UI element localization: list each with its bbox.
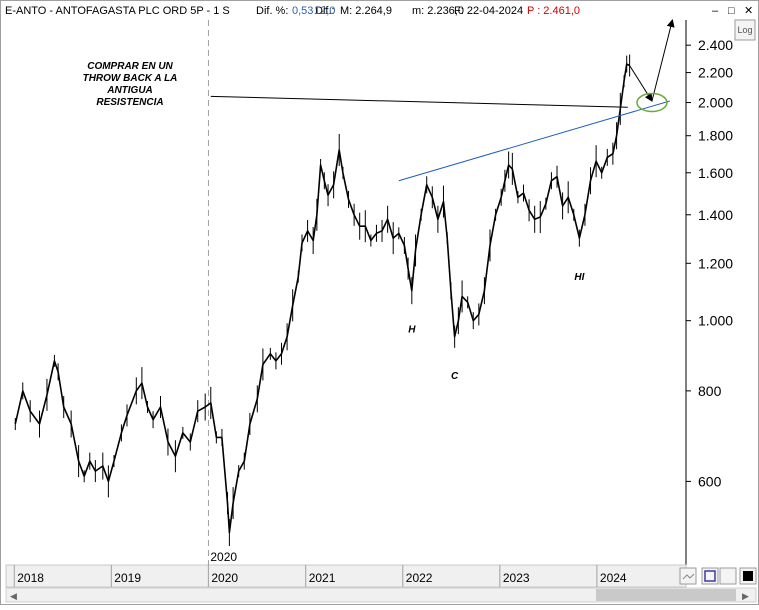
- y-tick-label: 1.400: [698, 207, 733, 223]
- trendline-line: [398, 100, 670, 182]
- header-dif-pct-value: 0,53: [292, 5, 313, 17]
- window-controls: – □ ✕: [712, 5, 753, 17]
- pattern-labels: H C HI: [408, 272, 584, 382]
- settings-icon[interactable]: [719, 567, 737, 585]
- scrollbar-thumb[interactable]: [596, 589, 736, 601]
- x-tick-label: 2024: [600, 571, 627, 585]
- y-axis: 600 800 1.000 1.200 1.400 1.600 1.800 2.000 2.20…: [686, 37, 733, 489]
- pattern-label-h: H: [408, 325, 416, 336]
- y-tick-label: 600: [698, 473, 722, 489]
- forecast-arrow: [651, 19, 675, 102]
- x-tick-label: 2023: [503, 571, 530, 585]
- header-dif-label: Dif.:: [315, 5, 335, 17]
- y-tick-label: 2.400: [698, 37, 733, 53]
- close-button[interactable]: ✕: [744, 5, 753, 17]
- target-ellipse: [636, 92, 668, 113]
- y-tick-label: 1.000: [698, 313, 733, 329]
- header-dif-pct-label: Dif. %:: [256, 5, 288, 17]
- resistance-line: [210, 95, 628, 108]
- save-icon[interactable]: [701, 567, 719, 585]
- annotation-throwback: COMPRAR EN UN THROW BACK A LA ANTIGUA RE…: [83, 61, 178, 108]
- scroll-right-icon[interactable]: ▶: [742, 591, 749, 601]
- forecast-arrow: [629, 65, 653, 102]
- x-axis: 2018 2019 2020 2021 2022 2023 2024: [13, 565, 627, 587]
- x-tick-label: 2021: [309, 571, 336, 585]
- header-date: F: 22-04-2024: [454, 5, 523, 17]
- y-tick-label: 2.200: [698, 65, 733, 81]
- header-dif-value: 12,0: [314, 5, 335, 17]
- maximize-button[interactable]: □: [728, 5, 735, 17]
- y-tick-label: 2.000: [698, 95, 733, 111]
- header-symbol: E-ANTO - ANTOFAGASTA PLC ORD 5P - 1 S: [5, 5, 230, 17]
- annotation-line-2: THROW BACK A LA: [83, 73, 178, 84]
- x-tick-label: 2018: [17, 571, 44, 585]
- horizontal-scrollbar[interactable]: [5, 587, 757, 603]
- y-tick-label: 1.600: [698, 165, 733, 181]
- drawing-objects: [210, 19, 675, 182]
- pattern-label-hi: HI: [574, 272, 584, 283]
- annotation-line-3: ANTIGUA: [106, 85, 153, 96]
- chart-header: E-ANTO - ANTOFAGASTA PLC ORD 5P - 1 S Di…: [5, 5, 580, 17]
- marker-label: 2020: [210, 550, 237, 564]
- bottom-toolbar: ◀ ▶: [5, 567, 757, 603]
- x-axis-band: [5, 564, 687, 588]
- header-price: P : 2.461,0: [527, 5, 580, 17]
- log-scale-button[interactable]: Log: [734, 19, 756, 41]
- x-tick-label: 2022: [406, 571, 433, 585]
- y-tick-label: 800: [698, 383, 722, 399]
- scroll-left-icon[interactable]: ◀: [10, 591, 17, 601]
- annotation-line-1: COMPRAR EN UN: [87, 61, 173, 72]
- header-max: M: 2.264,9: [340, 5, 392, 17]
- annotation-line-4: RESISTENCIA: [96, 97, 163, 108]
- vertical-date-marker: 2020: [207, 20, 237, 565]
- pattern-label-c: C: [451, 371, 459, 382]
- y-tick-label: 1.800: [698, 128, 733, 144]
- x-tick-label: 2019: [114, 571, 141, 585]
- header-min: m: 2.236,0: [412, 5, 464, 17]
- log-scale-label: Log: [737, 25, 752, 35]
- minimize-button[interactable]: –: [712, 5, 719, 17]
- y-tick-label: 1.200: [698, 255, 733, 271]
- x-tick-label: 2020: [211, 571, 238, 585]
- price-series: [14, 54, 631, 547]
